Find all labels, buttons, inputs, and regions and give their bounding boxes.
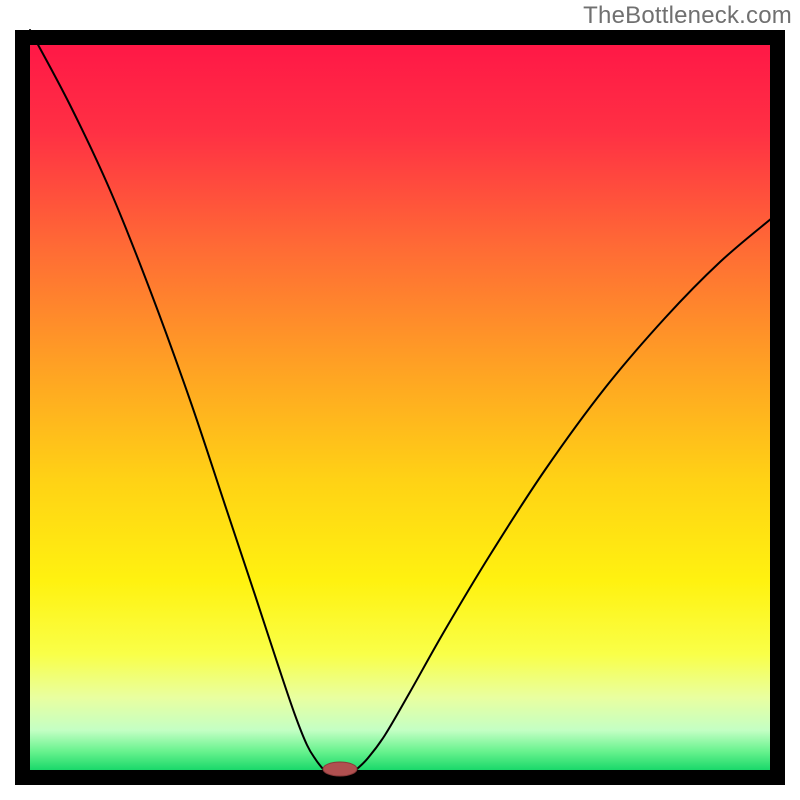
minimum-marker xyxy=(323,762,357,776)
chart-container: TheBottleneck.com xyxy=(0,0,800,800)
chart-background-gradient xyxy=(30,45,770,770)
chart-svg xyxy=(0,0,800,800)
watermark-text: TheBottleneck.com xyxy=(583,2,792,30)
